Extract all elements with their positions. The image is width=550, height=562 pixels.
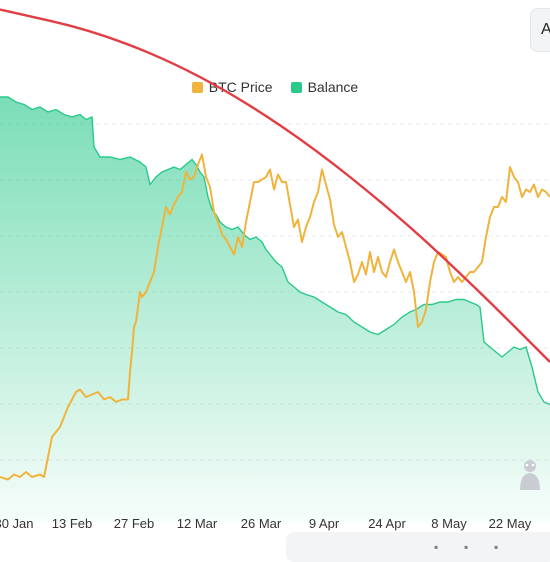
legend-label-balance: Balance bbox=[307, 79, 359, 95]
x-tick-label: 13 Feb bbox=[52, 516, 92, 531]
watermark-logo-icon bbox=[520, 460, 540, 490]
legend-swatch-balance bbox=[290, 81, 302, 93]
top-right-button-label: A bbox=[541, 21, 550, 38]
chart-area: 30 Jan 13 Feb 27 Feb 12 Mar 26 Mar 9 Apr 24 Ap… bbox=[0, 8, 550, 531]
bottom-toolbar[interactable]: ▪ ▪ ▪ bbox=[286, 532, 550, 562]
x-tick-label: 27 Feb bbox=[114, 516, 154, 531]
toolbar-icon-1[interactable]: ▪ bbox=[434, 540, 439, 554]
x-tick-label: 26 Mar bbox=[241, 516, 282, 531]
btc-price-line bbox=[0, 153, 550, 481]
x-tick-label: 12 Mar bbox=[177, 516, 218, 531]
balance-area bbox=[0, 97, 550, 522]
toolbar-icon-2[interactable]: ▪ bbox=[464, 540, 469, 554]
x-axis-ticks: 30 Jan 13 Feb 27 Feb 12 Mar 26 Mar 9 Apr 24 Ap… bbox=[0, 516, 532, 531]
x-tick-label: 22 May bbox=[489, 516, 532, 531]
trend-line bbox=[0, 8, 550, 363]
toolbar-icon-3[interactable]: ▪ bbox=[494, 540, 499, 554]
x-tick-label: 30 Jan bbox=[0, 516, 34, 531]
legend-item-balance[interactable]: Balance bbox=[290, 79, 359, 95]
balance-line bbox=[0, 96, 550, 406]
x-tick-label: 24 Apr bbox=[368, 516, 406, 531]
top-right-button[interactable]: A bbox=[530, 8, 550, 52]
x-tick-label: 8 May bbox=[431, 516, 467, 531]
x-tick-label: 9 Apr bbox=[309, 516, 340, 531]
legend-swatch-btc-price bbox=[191, 81, 203, 93]
